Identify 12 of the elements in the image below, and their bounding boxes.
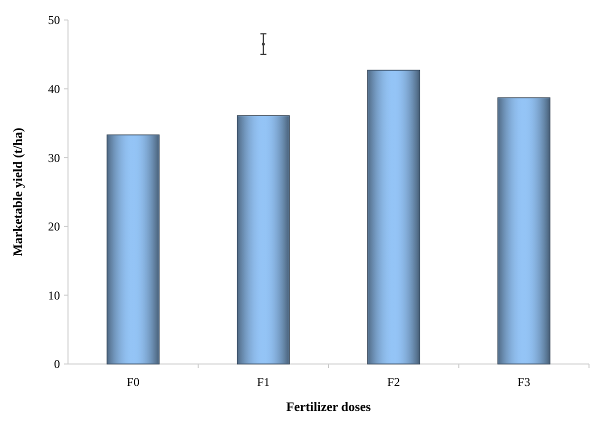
y-tick-label: 40 xyxy=(48,82,60,96)
y-tick-label: 50 xyxy=(48,13,60,28)
y-tick-label: 0 xyxy=(54,357,60,372)
y-tick-label: 30 xyxy=(48,150,60,165)
y-tick-label: 20 xyxy=(48,220,60,234)
x-axis-title: Fertilizer doses xyxy=(286,399,371,414)
x-tick-label: F2 xyxy=(387,375,400,389)
x-tick-label: F0 xyxy=(126,375,140,389)
y-tick-label: 10 xyxy=(48,288,60,302)
x-tick-label: F1 xyxy=(257,375,270,389)
x-tick-label: F3 xyxy=(518,375,530,389)
y-axis-title: Marketable yield (t/ha) xyxy=(10,128,25,256)
